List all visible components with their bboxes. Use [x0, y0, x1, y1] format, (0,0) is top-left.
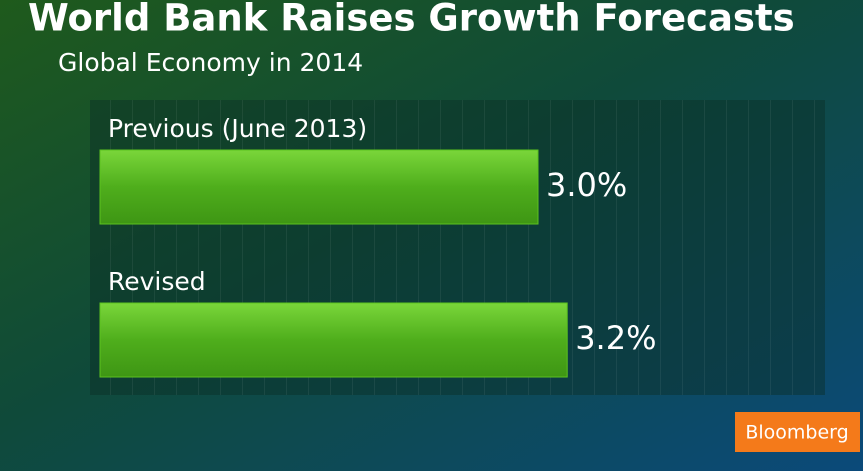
chart-title: World Bank Raises Growth Forecasts	[28, 0, 795, 40]
category-label: Previous (June 2013)	[108, 114, 367, 143]
logo-box	[735, 412, 860, 452]
chart-subtitle: Global Economy in 2014	[58, 48, 363, 77]
logo: Bloomberg	[745, 422, 848, 444]
bar	[99, 302, 568, 378]
category-label: Revised	[108, 267, 206, 296]
value-label: 3.0%	[546, 166, 627, 204]
value-label: 3.2%	[575, 319, 656, 357]
bar	[99, 149, 539, 225]
bars: Previous (June 2013) 3.0% Revised 3.2%	[99, 114, 656, 378]
